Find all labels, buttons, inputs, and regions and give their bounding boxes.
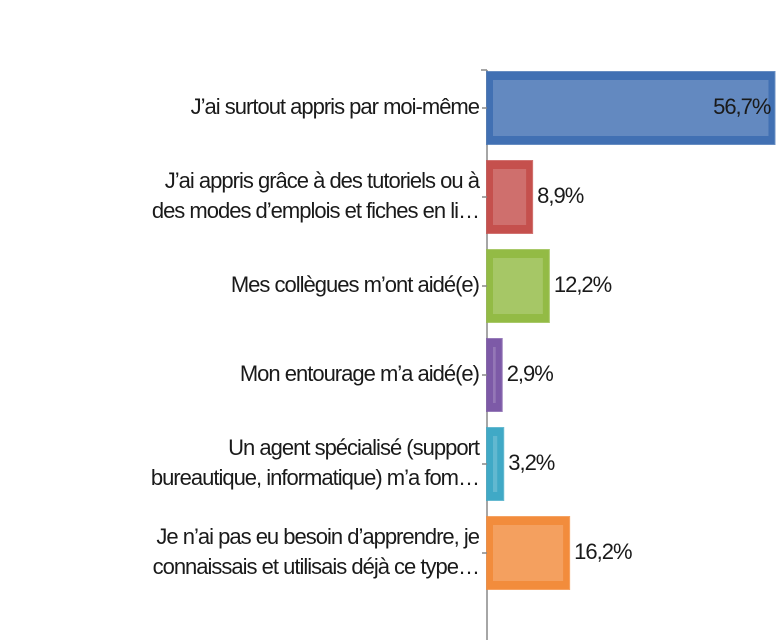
value-label: 16,2% xyxy=(574,539,632,564)
value-label: 3,2% xyxy=(508,450,555,475)
value-label: 8,9% xyxy=(537,183,584,208)
bar-highlight xyxy=(493,436,498,492)
category-label: bureautique, informatique) m’a fom… xyxy=(151,465,479,490)
category-label: Je n’ai pas eu besoin d’apprendre, je xyxy=(156,524,479,549)
category-label: J’ai appris grâce à des tutoriels ou à xyxy=(165,168,481,193)
bar-highlight xyxy=(493,347,496,403)
category-label: des modes d’emplois et fiches en li… xyxy=(152,198,479,223)
category-label: Mes collègues m’ont aidé(e) xyxy=(231,272,479,297)
category-label: Mon entourage m’a aidé(e) xyxy=(240,361,479,386)
bar-highlight xyxy=(493,258,543,314)
bar-highlight xyxy=(493,169,527,225)
bar xyxy=(486,249,550,323)
category-label: J’ai surtout appris par moi-même xyxy=(191,94,480,119)
value-label: 2,9% xyxy=(507,361,554,386)
bar-highlight xyxy=(493,80,769,136)
value-label: 12,2% xyxy=(554,272,612,297)
bar xyxy=(486,516,571,590)
value-label: 56,7% xyxy=(713,94,771,119)
bar-highlight xyxy=(493,525,564,581)
category-label: Un agent spécialisé (support xyxy=(228,435,480,460)
category-label: connaissais et utilisais déjà ce type… xyxy=(153,554,479,579)
